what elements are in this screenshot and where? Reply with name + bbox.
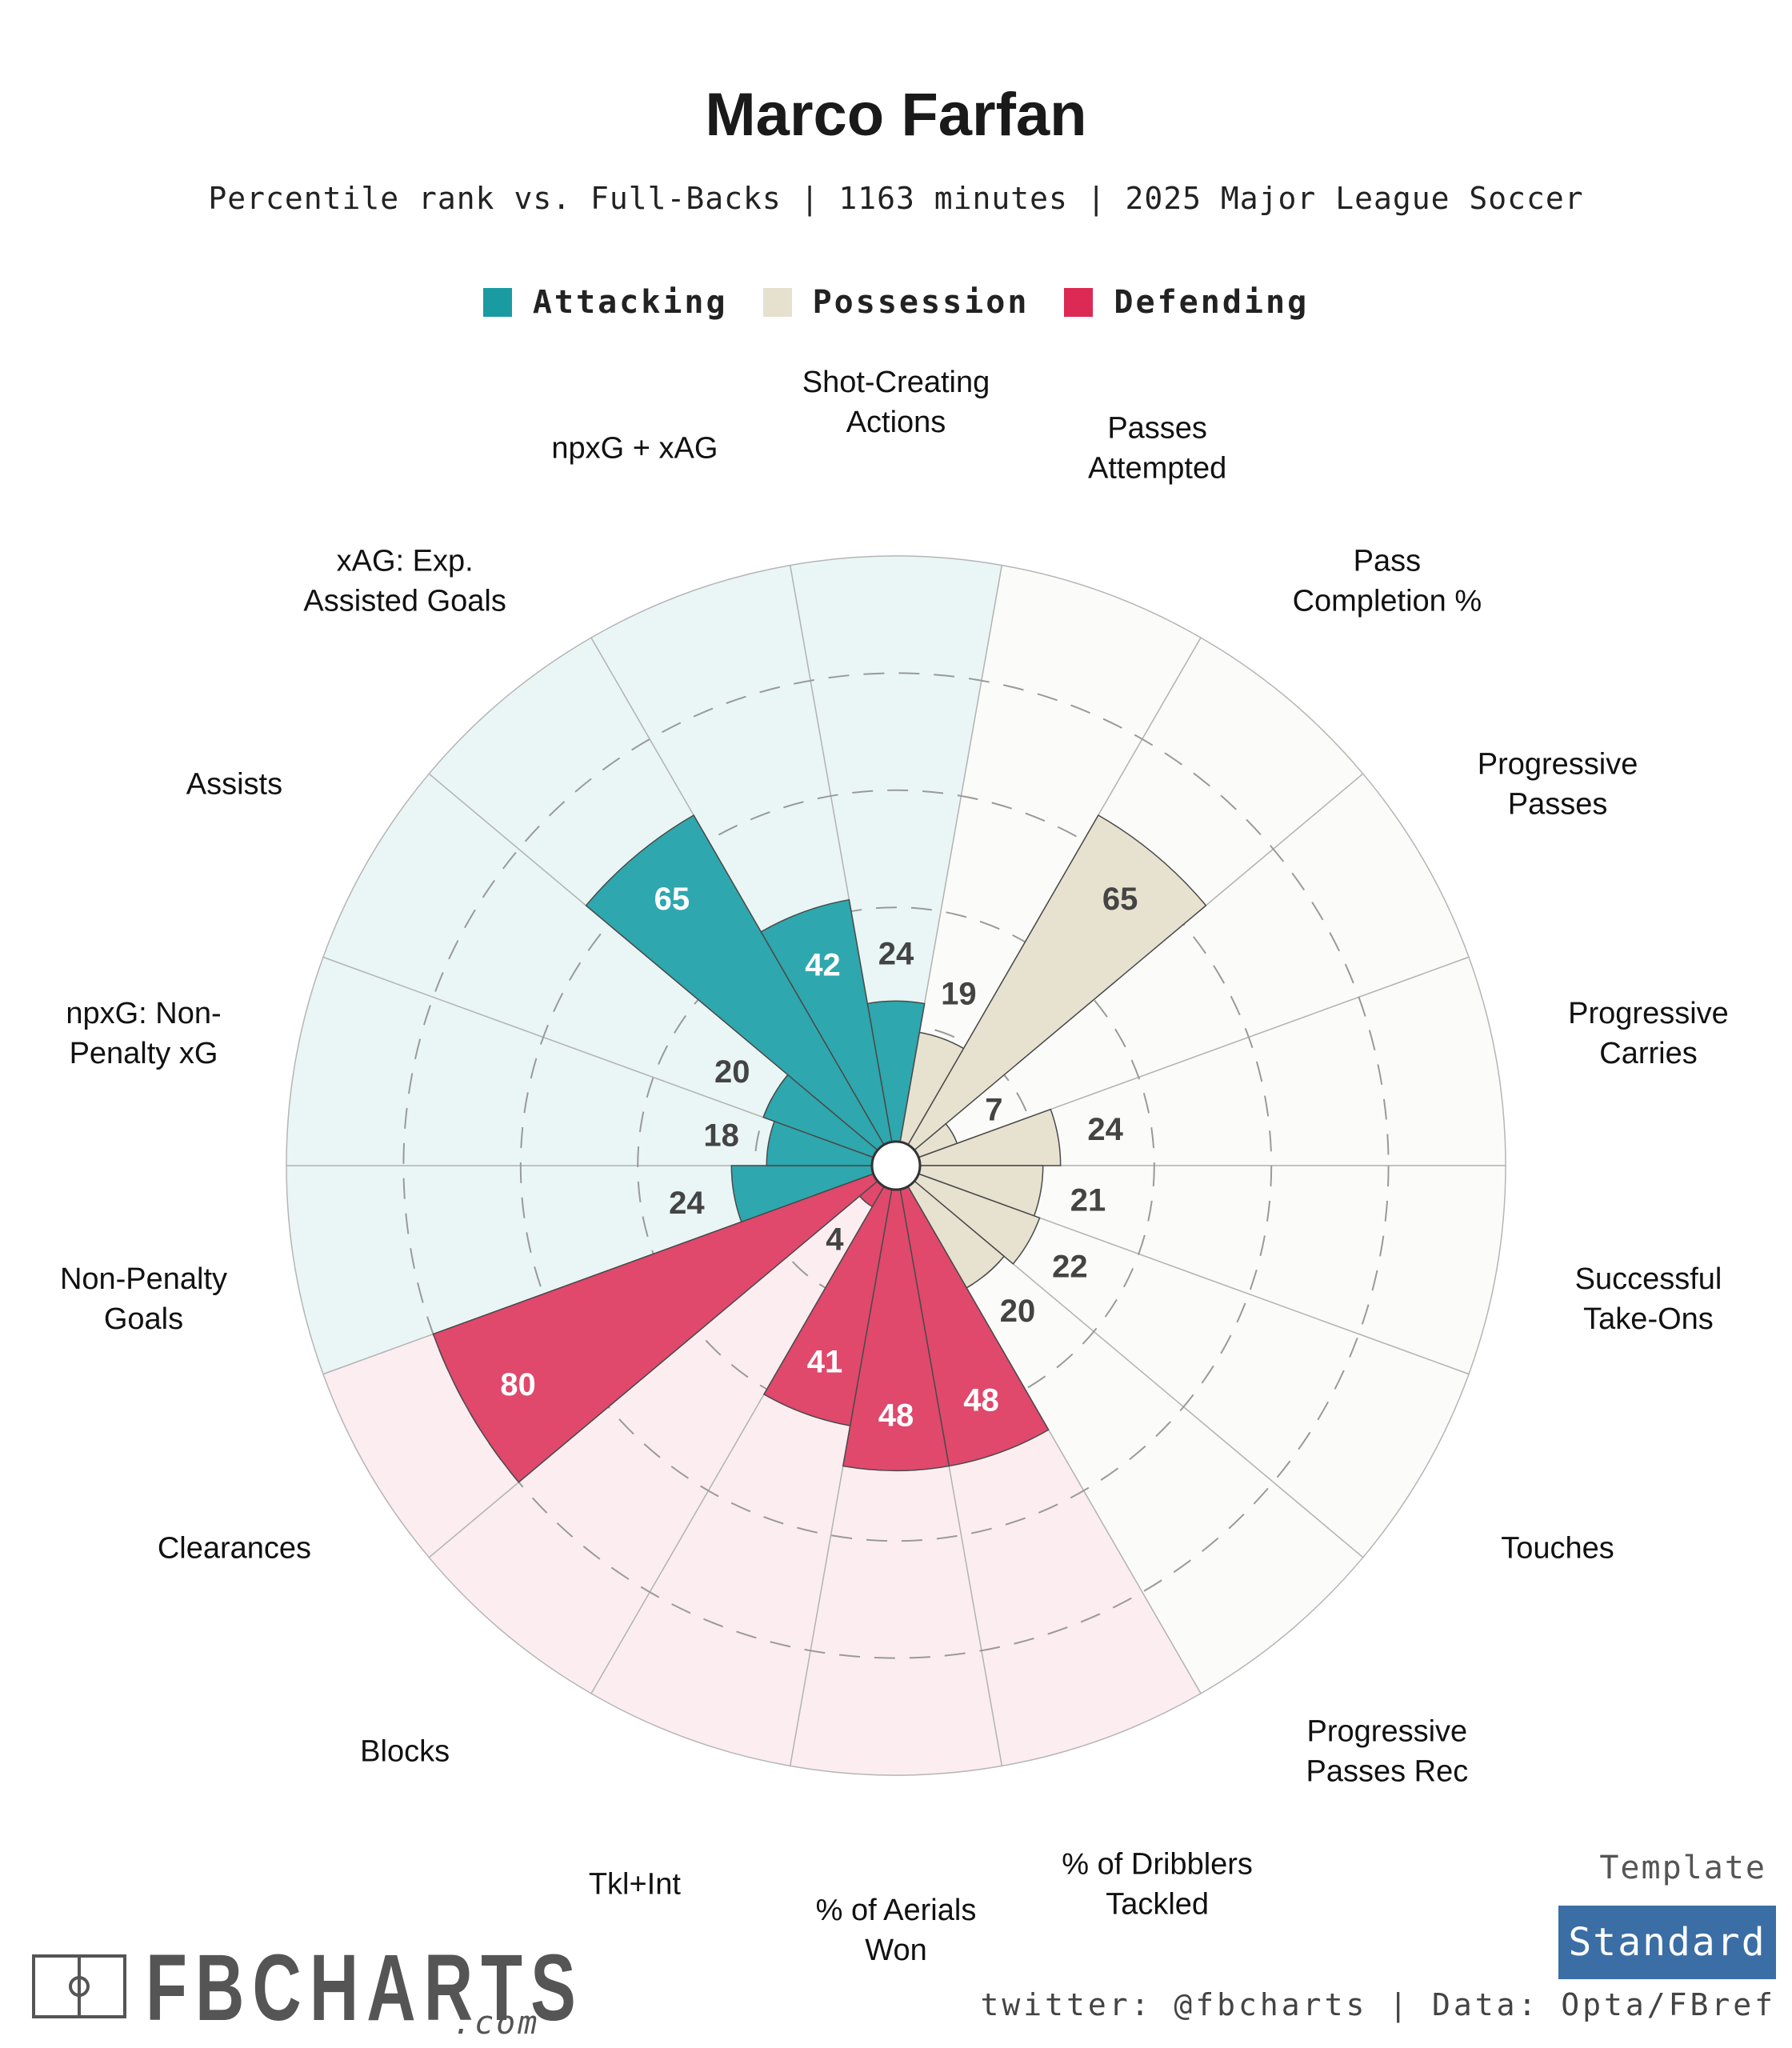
chart-title: Marco Farfan (705, 81, 1087, 149)
value-label: 24 (878, 936, 914, 971)
template-badge: Standard (1558, 1906, 1776, 1979)
value-label: 20 (1000, 1294, 1036, 1329)
brand-name: FBCHARTS (146, 1935, 584, 2041)
category-label: Touches (1501, 1532, 1614, 1566)
category-label: Pass Completion % (1293, 544, 1482, 618)
category-label: % of Aerials Won (816, 1894, 977, 1967)
template-label: Template (1599, 1850, 1766, 1886)
category-label: Passes Attempted (1088, 412, 1226, 486)
value-label: 42 (805, 948, 841, 983)
legend: Attacking Possession Defending (0, 284, 1792, 321)
legend-swatch-possession (762, 288, 792, 317)
grid-ring (519, 789, 1273, 1542)
value-label: 80 (500, 1367, 536, 1402)
data-credit: twitter: @fbcharts | Data: Opta/FBref (980, 1987, 1776, 2022)
value-label: 65 (654, 882, 690, 917)
value-label: 22 (1052, 1250, 1088, 1285)
legend-label-defending: Defending (1114, 284, 1310, 321)
value-bars (432, 814, 1207, 1483)
brand-suffix: .com (453, 2005, 540, 2042)
legend-item-defending: Defending (1064, 284, 1309, 321)
value-label: 21 (1070, 1182, 1106, 1218)
value-label: 48 (878, 1398, 914, 1433)
category-label: Blocks (360, 1735, 450, 1769)
category-label: Clearances (158, 1532, 311, 1566)
category-label: Tkl+Int (589, 1867, 682, 1901)
legend-swatch-attacking (482, 288, 512, 317)
category-label: xAG: Exp. Assisted Goals (303, 544, 506, 618)
category-label: npxG: Non-Penalty xG (66, 997, 221, 1070)
category-label: Assists (186, 768, 282, 802)
category-label: Successful Take-Ons (1575, 1262, 1722, 1336)
category-label: Progressive Passes (1478, 748, 1638, 822)
chart-subtitle: Percentile rank vs. Full-Backs | 1163 mi… (208, 181, 1584, 216)
category-label: Progressive Carries (1568, 997, 1729, 1070)
category-label: % of Dribblers Tackled (1062, 1847, 1253, 1921)
category-label: npxG + xAG (551, 432, 718, 466)
pitch-logo-icon (32, 1954, 126, 2018)
legend-label-possession: Possession (812, 284, 1030, 321)
category-label: Progressive Passes Rec (1306, 1715, 1468, 1789)
legend-swatch-defending (1064, 288, 1094, 317)
brand-logo-block: FBCHARTS (32, 1932, 754, 2041)
value-label: 18 (703, 1118, 739, 1153)
category-label: Shot-Creating Actions (802, 366, 990, 439)
legend-item-possession: Possession (762, 284, 1030, 321)
grid-ring (402, 672, 1390, 1659)
value-label: 7 (985, 1092, 1002, 1127)
value-labels: 24 19 65 7 24 21 22 20 48 48 41 4 80 24 18 20 65 42 (500, 882, 1138, 1433)
category-label: Non-Penalty Goals (60, 1262, 227, 1336)
legend-label-attacking: Attacking (532, 284, 728, 321)
value-label: 20 (714, 1054, 750, 1090)
center-hole (870, 1140, 922, 1191)
value-label: 24 (669, 1186, 705, 1221)
value-label: 41 (807, 1344, 843, 1379)
value-label: 19 (941, 977, 977, 1012)
value-label: 48 (963, 1383, 999, 1418)
value-label: 65 (1102, 882, 1138, 917)
value-label: 4 (826, 1222, 844, 1257)
category-labels: Shot-Creating Actions Passes Attempted Pass C… (60, 366, 1729, 1967)
legend-item-attacking: Attacking (482, 284, 728, 321)
value-label: 24 (1087, 1112, 1123, 1147)
